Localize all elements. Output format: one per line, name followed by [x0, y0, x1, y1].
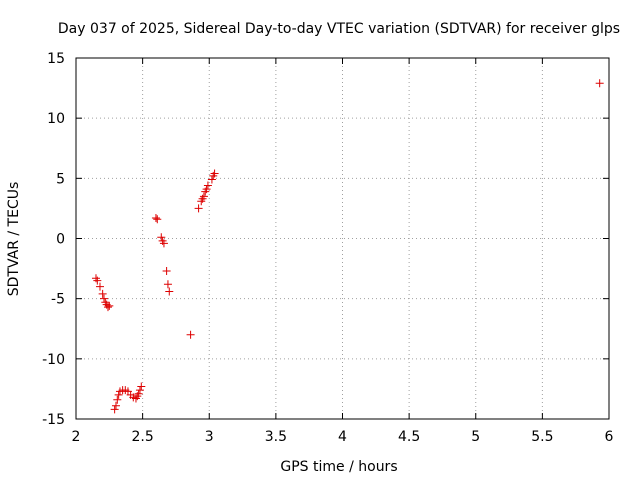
data-point	[111, 401, 120, 410]
y-tick-label: 10	[47, 111, 65, 127]
data-point	[157, 233, 166, 242]
data-point	[113, 395, 122, 404]
data-point	[199, 192, 208, 201]
data-point	[153, 215, 162, 224]
y-tick-label: -5	[51, 292, 65, 308]
data-point	[203, 181, 212, 190]
data-point	[135, 386, 144, 395]
data-point	[134, 389, 143, 398]
x-tick-label: 2.5	[131, 429, 153, 445]
x-tick-label: 4.5	[398, 429, 420, 445]
x-tick-label: 5	[471, 429, 480, 445]
data-point	[163, 280, 172, 289]
data-point	[202, 185, 211, 194]
data-point	[159, 239, 168, 248]
x-tick-label: 3.5	[265, 429, 287, 445]
y-tick-label: 0	[56, 232, 65, 248]
tick-marks	[75, 57, 610, 420]
y-tick-label: -10	[42, 352, 65, 368]
x-tick-label: 6	[605, 429, 614, 445]
data-point	[162, 266, 171, 275]
grid	[76, 58, 609, 419]
data-point	[110, 405, 119, 414]
data-point	[165, 287, 174, 296]
x-axis-label: GPS time / hours	[280, 459, 397, 475]
data-point	[105, 301, 114, 310]
data-point	[186, 330, 195, 339]
x-tick-label: 5.5	[531, 429, 553, 445]
x-tick-label: 2	[72, 429, 81, 445]
data-point	[98, 289, 107, 298]
y-tick-label: -15	[42, 412, 65, 428]
x-tick-label: 4	[338, 429, 347, 445]
data-point	[93, 276, 102, 285]
data-point	[95, 282, 104, 291]
data-points	[91, 79, 604, 414]
data-point	[137, 382, 146, 391]
x-tick-labels: 2 2.5 3 3.5 4 4.5 5 5.5 6	[72, 429, 614, 445]
data-point	[114, 390, 123, 399]
data-point	[194, 204, 203, 213]
data-point	[103, 303, 112, 312]
y-axis-label: SDTVAR / TECUs	[6, 182, 22, 297]
data-point	[99, 294, 108, 303]
data-point	[207, 175, 216, 184]
y-tick-labels: -15 -10 -5 0 5 10 15	[42, 51, 65, 428]
x-tick-label: 3	[205, 429, 214, 445]
data-point	[595, 79, 604, 88]
data-point	[151, 214, 160, 223]
chart-title: Day 037 of 2025, Sidereal Day-to-day VTE…	[58, 21, 620, 37]
y-tick-label: 5	[56, 171, 65, 187]
y-tick-label: 15	[47, 51, 65, 67]
data-point	[210, 169, 219, 178]
